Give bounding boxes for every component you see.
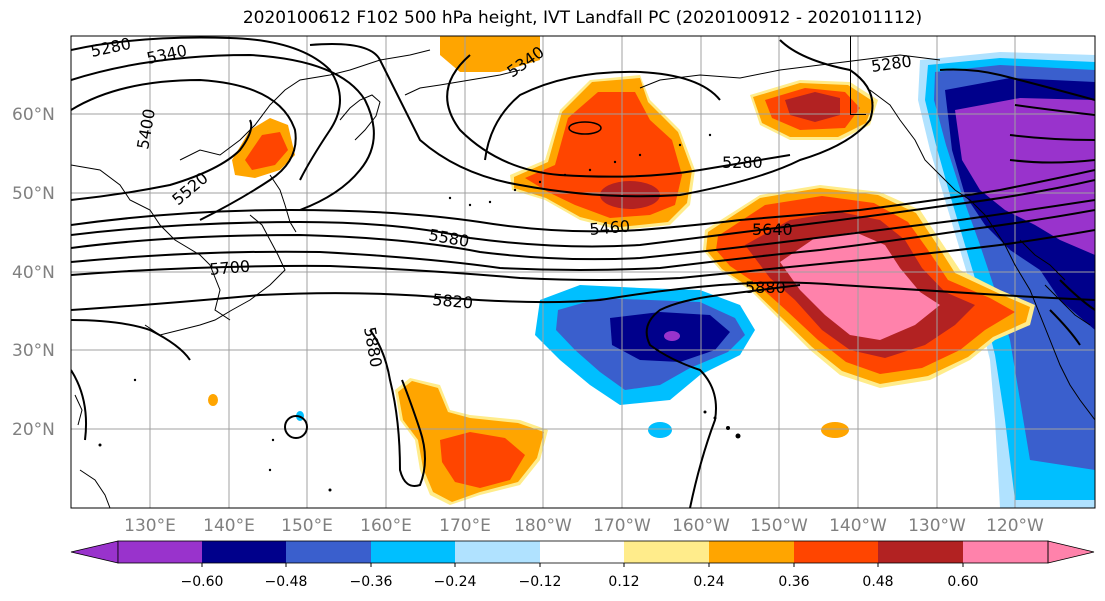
- colorbar-tick-label: 0.48: [862, 574, 893, 590]
- contour-label: 5640: [752, 220, 793, 239]
- colorbar-segment: [202, 541, 286, 563]
- height-contours: [71, 36, 1095, 508]
- positive-anomaly-subtropical: [208, 378, 849, 505]
- lon-label: 170°W: [593, 516, 651, 536]
- colorbar-segment: [878, 541, 963, 563]
- colorbar-ticks: −0.60 −0.48 −0.36 −0.24 −0.12 0.12 0.24 …: [181, 574, 979, 590]
- contour-label: 5460: [589, 217, 631, 239]
- border-line: [850, 114, 866, 115]
- colorbar-tick-label: 0.24: [693, 574, 724, 590]
- lon-label: 150°E: [281, 516, 333, 536]
- lon-label: 150°W: [750, 516, 808, 536]
- latitude-labels: 60°N 50°N 40°N 30°N 20°N: [12, 105, 55, 440]
- lon-label: 130°E: [124, 516, 176, 536]
- lat-label: 20°N: [12, 420, 55, 440]
- colorbar-tick-label: −0.48: [265, 574, 308, 590]
- contour-label: 5700: [209, 257, 251, 279]
- border-line: [850, 36, 851, 114]
- graticule: [71, 36, 1095, 508]
- island-outline: [568, 121, 602, 135]
- lat-label: 40°N: [12, 263, 55, 283]
- map-title: 2020100612 F102 500 hPa height, IVT Land…: [242, 8, 923, 28]
- colorbar-segment: [118, 541, 202, 563]
- colorbar-segment: [624, 541, 709, 563]
- longitude-labels: 130°E 140°E 150°E 160°E 170°E 180°W 170°…: [124, 516, 1044, 536]
- colorbar-tick-label: −0.24: [434, 574, 477, 590]
- colorbar-tick-label: −0.12: [519, 574, 562, 590]
- colorbar-extend-max: [1047, 540, 1095, 564]
- lat-label: 30°N: [12, 341, 55, 361]
- colorbar-tick-label: 0.12: [608, 574, 639, 590]
- lat-label: 60°N: [12, 105, 55, 125]
- colorbar-extend-min: [70, 540, 119, 564]
- contour-label: 5880: [745, 278, 786, 297]
- lon-label: 120°W: [986, 516, 1044, 536]
- contour-closed: [284, 415, 308, 439]
- colorbar-segment: [455, 541, 540, 563]
- contour-label: 5820: [432, 290, 474, 312]
- colorbar-segment: [286, 541, 371, 563]
- lon-label: 180°W: [514, 516, 572, 536]
- colorbar-segment: [794, 541, 878, 563]
- map-frame: [70, 35, 1096, 509]
- lon-label: 170°E: [439, 516, 491, 536]
- colorbar-segment: [371, 541, 455, 563]
- positive-anomaly-sakhalin: [232, 118, 295, 178]
- colorbar-tick-label: −0.60: [181, 574, 224, 590]
- lon-label: 140°E: [203, 516, 255, 536]
- colorbar-segment: [709, 541, 794, 563]
- colorbar-tick-label: 0.60: [947, 574, 978, 590]
- lon-label: 130°W: [908, 516, 966, 536]
- colorbar-tick-label: 0.36: [778, 574, 809, 590]
- map-layers: 5280 5340 5400 5520 5340 5280 5280 5460 …: [71, 36, 1095, 508]
- colorbar-segment: [963, 541, 1048, 563]
- colorbar: [70, 540, 1095, 567]
- lon-label: 160°E: [360, 516, 412, 536]
- lon-label: 140°W: [829, 516, 887, 536]
- colorbar-border: [117, 540, 1049, 564]
- lon-label: 160°W: [672, 516, 730, 536]
- colorbar-tick-label: −0.36: [350, 574, 393, 590]
- lat-label: 50°N: [12, 184, 55, 204]
- contour-label: 5280: [722, 153, 763, 172]
- colorbar-segment: [540, 541, 624, 563]
